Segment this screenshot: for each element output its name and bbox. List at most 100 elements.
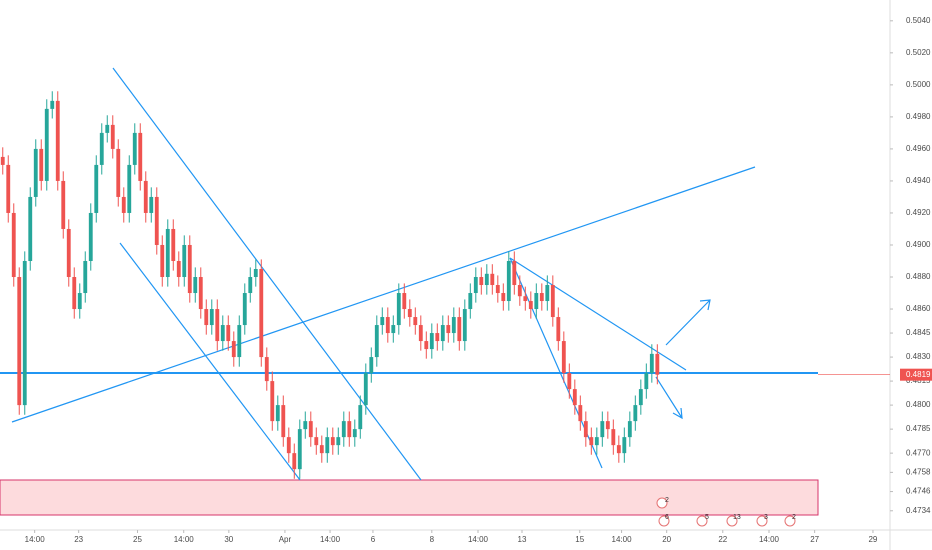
candle-body [506, 260, 511, 302]
candle-body [138, 132, 143, 181]
y-tick-label: 0.4770 [906, 448, 931, 457]
candle-body [237, 325, 242, 358]
x-tick-label: 13 [518, 535, 527, 544]
candle-body [341, 421, 346, 438]
candle-body [77, 293, 82, 310]
candle-body [33, 148, 38, 197]
x-tick-label: 25 [133, 535, 142, 544]
candle-body [484, 273, 489, 286]
x-tick-label: 14:00 [612, 535, 633, 544]
candle-body [567, 373, 572, 390]
x-tick-label: 14:00 [174, 535, 195, 544]
candle-body [99, 132, 104, 165]
x-tick-label: 30 [224, 535, 233, 544]
candle-body [314, 437, 319, 446]
candle-body [633, 405, 638, 422]
candle-body [407, 309, 412, 318]
candle-body [435, 333, 440, 342]
candle-body [88, 212, 93, 261]
candle-body [231, 341, 236, 358]
candle-body [583, 421, 588, 438]
x-tick-label: 15 [575, 535, 584, 544]
candle-body [556, 317, 561, 342]
candle-body [418, 325, 423, 342]
arrow [665, 299, 711, 346]
candle-body [528, 301, 533, 310]
event-icon [726, 515, 738, 527]
candle-body [121, 196, 126, 213]
y-tick-label: 0.4785 [906, 424, 931, 433]
candle-body [253, 269, 258, 278]
candle-body [457, 317, 462, 342]
candle-body [611, 429, 616, 446]
y-tick-label: 0.4758 [906, 467, 931, 476]
candle-body [605, 421, 610, 430]
candle-body [17, 277, 22, 406]
y-tick-label: 0.5040 [906, 16, 931, 25]
x-tick-label: 8 [430, 535, 435, 544]
candle-body [572, 389, 577, 406]
candle-body [149, 196, 154, 213]
candle-body [396, 293, 401, 326]
candle-body [275, 405, 280, 422]
candle-body [330, 437, 335, 446]
candle-body [468, 293, 473, 310]
candle-body [374, 325, 379, 358]
candle-body [165, 228, 170, 278]
x-tick-label: 27 [810, 535, 819, 544]
event-icon [656, 497, 668, 509]
candle-body [215, 309, 220, 342]
candle-body [105, 124, 110, 133]
candle-body [154, 196, 159, 245]
event-count: 5 [705, 514, 709, 521]
candle-body [501, 293, 506, 302]
demand-zone [0, 479, 819, 516]
drawings [0, 67, 819, 516]
candle-body [561, 341, 566, 374]
candle-body [83, 260, 88, 294]
candle-body [50, 100, 55, 109]
last-price-label: 0.4819 [906, 370, 931, 379]
candle-body [589, 437, 594, 446]
y-tick-label: 0.5000 [906, 80, 931, 89]
candle-body [270, 381, 275, 422]
candle-body [303, 421, 308, 430]
candle-body [655, 353, 660, 375]
event-count: 2 [665, 497, 669, 504]
x-tick-label: 29 [868, 535, 877, 544]
x-tick-label: Apr [279, 535, 292, 544]
candle-body [550, 285, 555, 318]
candle-body [187, 244, 192, 294]
candle-body [451, 317, 456, 334]
y-tick-label: 0.4980 [906, 112, 931, 121]
candle-body [523, 296, 528, 302]
candle-body [385, 317, 390, 334]
candle-body [281, 405, 286, 438]
candle-body [627, 421, 632, 438]
candle-body [94, 164, 99, 213]
x-tick-label: 14:00 [468, 535, 489, 544]
candle-body [193, 277, 198, 294]
candle-body [380, 317, 385, 326]
candle-body [347, 421, 352, 438]
candle-body [363, 373, 368, 406]
candle-body [44, 108, 49, 181]
x-tick-label: 14:00 [25, 535, 46, 544]
candle-body [352, 429, 357, 438]
candle-body [248, 277, 253, 294]
event-icon [784, 515, 796, 527]
candle-body [473, 277, 478, 294]
event-icon [756, 515, 768, 527]
candle-body [39, 148, 44, 181]
candle-body [622, 437, 627, 454]
candle-body [402, 293, 407, 310]
arrow [655, 376, 683, 420]
y-tick-label: 0.4860 [906, 304, 931, 313]
candle-body [292, 453, 297, 470]
candle-body [110, 124, 115, 149]
candle-body [127, 164, 132, 213]
candle-body [28, 196, 33, 261]
x-tick-label: 20 [662, 535, 671, 544]
candle-body [0, 156, 5, 165]
